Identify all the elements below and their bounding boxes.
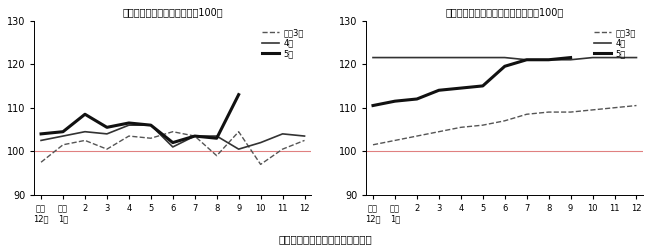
令和3年 (610, 106, 618, 109)
4年 (169, 146, 177, 148)
令和3年 (369, 143, 377, 146)
令和3年 (545, 110, 552, 113)
令和3年 (413, 135, 421, 137)
令和3年 (125, 135, 133, 137)
Legend: 令和3年, 4年, 5年: 令和3年, 4年, 5年 (259, 25, 307, 62)
Legend: 令和3年, 4年, 5年: 令和3年, 4年, 5年 (591, 25, 639, 62)
4年 (413, 56, 421, 59)
4年 (300, 135, 308, 137)
令和3年 (523, 113, 530, 116)
令和3年 (37, 161, 45, 164)
5年 (213, 137, 220, 140)
5年 (523, 58, 530, 61)
4年 (81, 130, 89, 133)
令和3年 (81, 139, 89, 142)
5年 (545, 58, 552, 61)
4年 (37, 139, 45, 142)
4年 (59, 135, 67, 137)
5年 (59, 130, 67, 133)
Line: 令和3年: 令和3年 (373, 106, 636, 145)
Line: 5年: 5年 (41, 95, 239, 143)
4年 (125, 124, 133, 127)
5年 (169, 141, 177, 144)
4年 (567, 58, 575, 61)
4年 (257, 141, 265, 144)
4年 (191, 135, 199, 137)
5年 (567, 56, 575, 59)
5年 (369, 104, 377, 107)
5年 (391, 100, 399, 103)
4年 (523, 58, 530, 61)
令和3年 (391, 139, 399, 142)
4年 (545, 58, 552, 61)
4年 (235, 148, 242, 151)
5年 (235, 93, 242, 96)
Text: 表　令和５年９月　農業物価指数: 表 令和５年９月 農業物価指数 (278, 234, 372, 245)
令和3年 (59, 143, 67, 146)
令和3年 (457, 126, 465, 129)
5年 (191, 135, 199, 137)
5年 (125, 122, 133, 124)
5年 (81, 113, 89, 116)
4年 (391, 56, 399, 59)
5年 (413, 98, 421, 100)
4年 (479, 56, 487, 59)
4年 (279, 132, 287, 135)
5年 (479, 85, 487, 87)
5年 (501, 65, 509, 68)
令和3年 (479, 124, 487, 127)
Line: 4年: 4年 (373, 58, 636, 60)
令和3年 (191, 135, 199, 137)
4年 (103, 132, 111, 135)
令和3年 (169, 130, 177, 133)
4年 (435, 56, 443, 59)
令和3年 (147, 137, 155, 140)
令和3年 (632, 104, 640, 107)
Line: 令和3年: 令和3年 (41, 132, 304, 164)
5年 (147, 124, 155, 127)
令和3年 (235, 130, 242, 133)
4年 (369, 56, 377, 59)
令和3年 (300, 139, 308, 142)
4年 (457, 56, 465, 59)
4年 (610, 56, 618, 59)
令和3年 (103, 148, 111, 151)
4年 (501, 56, 509, 59)
Title: 農業生産資材価格指数（令和２年＝100）: 農業生産資材価格指数（令和２年＝100） (446, 7, 564, 17)
令和3年 (589, 109, 597, 111)
5年 (37, 132, 45, 135)
Line: 4年: 4年 (41, 125, 304, 149)
4年 (147, 124, 155, 127)
令和3年 (567, 110, 575, 113)
令和3年 (257, 163, 265, 166)
令和3年 (435, 130, 443, 133)
4年 (589, 56, 597, 59)
5年 (435, 89, 443, 92)
Title: 農産物価格指数（令和２年＝100）: 農産物価格指数（令和２年＝100） (122, 7, 223, 17)
4年 (213, 135, 220, 137)
5年 (457, 87, 465, 90)
4年 (632, 56, 640, 59)
令和3年 (279, 148, 287, 151)
令和3年 (501, 119, 509, 122)
Line: 5年: 5年 (373, 58, 571, 106)
令和3年 (213, 154, 220, 157)
5年 (103, 126, 111, 129)
